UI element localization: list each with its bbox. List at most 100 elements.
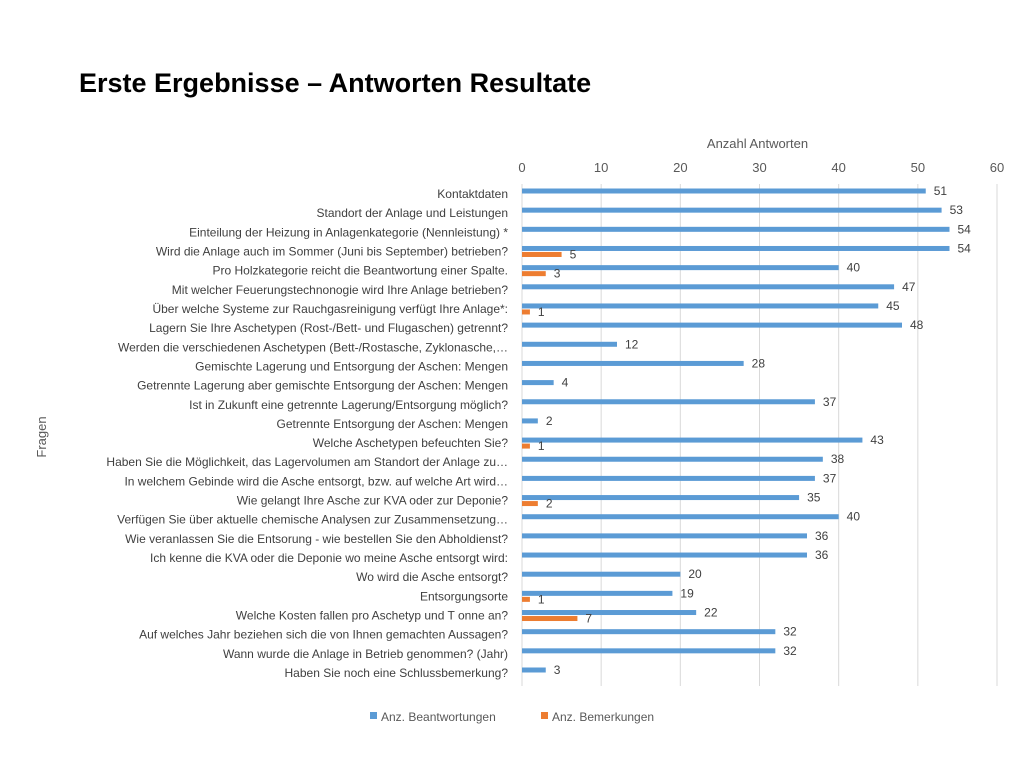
category-label: Welche Aschetypen befeuchten Sie? bbox=[313, 436, 509, 450]
data-label: 47 bbox=[902, 280, 916, 294]
data-label: 45 bbox=[886, 299, 900, 313]
bar-beantwortungen bbox=[522, 552, 807, 558]
category-label: Haben Sie die Möglichkeit, das Lagervolu… bbox=[106, 455, 508, 469]
slide-title: Erste Ergebnisse – Antworten Resultate bbox=[79, 68, 592, 98]
data-label: 53 bbox=[950, 203, 964, 217]
category-label: Gemischte Lagerung und Entsorgung der As… bbox=[195, 359, 508, 373]
data-label: 2 bbox=[546, 414, 553, 428]
bar-bemerkungen bbox=[522, 596, 530, 602]
data-label: 38 bbox=[831, 452, 845, 466]
bar-beantwortungen bbox=[522, 380, 554, 386]
bar-beantwortungen bbox=[522, 188, 926, 194]
data-label: 19 bbox=[680, 586, 694, 600]
bar-beantwortungen bbox=[522, 495, 800, 501]
bar-bemerkungen bbox=[522, 501, 538, 507]
legend-label: Anz. Bemerkungen bbox=[552, 710, 654, 724]
bars bbox=[522, 188, 950, 673]
category-label: Getrennte Lagerung aber gemischte Entsor… bbox=[137, 379, 508, 393]
bar-beantwortungen bbox=[522, 667, 546, 673]
bar-beantwortungen bbox=[522, 629, 776, 635]
bar-beantwortungen bbox=[522, 475, 815, 481]
data-label: 43 bbox=[870, 433, 884, 447]
bar-beantwortungen bbox=[522, 610, 697, 616]
category-label: Mit welcher Feuerungstechnonogie wird Ih… bbox=[172, 283, 509, 297]
data-label: 20 bbox=[688, 567, 702, 581]
category-label: Kontaktdaten bbox=[437, 187, 508, 201]
x-tick-label: 10 bbox=[594, 160, 608, 175]
category-label: Ist in Zukunft eine getrennte Lagerung/E… bbox=[189, 398, 508, 412]
x-axis-tick-labels: 0 10 20 30 40 50 60 bbox=[518, 160, 1004, 175]
data-label: 5 bbox=[570, 247, 577, 261]
bar-beantwortungen bbox=[522, 265, 839, 271]
data-label: 32 bbox=[783, 625, 797, 639]
bar-beantwortungen bbox=[522, 571, 681, 577]
category-label: Haben Sie noch eine Schlussbemerkung? bbox=[285, 666, 509, 680]
bar-beantwortungen bbox=[522, 418, 538, 424]
bar-bemerkungen bbox=[522, 251, 562, 257]
category-label: Standort der Anlage und Leistungen bbox=[317, 206, 508, 220]
bar-beantwortungen bbox=[522, 284, 895, 290]
bar-beantwortungen bbox=[522, 437, 863, 443]
y-axis-title: Fragen bbox=[34, 416, 49, 457]
category-labels: Kontaktdaten Standort der Anlage und Leis… bbox=[106, 187, 508, 680]
data-label: 1 bbox=[538, 305, 545, 319]
category-label: Entsorgungsorte bbox=[420, 589, 508, 603]
bar-beantwortungen bbox=[522, 207, 942, 213]
data-label: 51 bbox=[934, 184, 948, 198]
data-label: 36 bbox=[815, 548, 829, 562]
x-tick-label: 30 bbox=[752, 160, 766, 175]
data-label: 4 bbox=[562, 376, 569, 390]
data-label: 54 bbox=[958, 241, 972, 255]
x-tick-label: 60 bbox=[990, 160, 1004, 175]
category-label: Wann wurde die Anlage in Betrieb genomme… bbox=[223, 647, 508, 661]
x-tick-label: 0 bbox=[518, 160, 525, 175]
category-label: Welche Kosten fallen pro Aschetyp und T … bbox=[236, 609, 509, 623]
data-label: 28 bbox=[752, 356, 766, 370]
category-label: Wo wird die Asche entsorgt? bbox=[356, 570, 508, 584]
bar-beantwortungen bbox=[522, 303, 879, 309]
legend-swatch bbox=[370, 712, 377, 719]
data-label: 2 bbox=[546, 497, 553, 511]
category-label: Wie veranlassen Sie die Entsorung - wie … bbox=[125, 532, 508, 546]
data-label: 1 bbox=[538, 439, 545, 453]
data-label: 7 bbox=[585, 612, 592, 626]
data-label: 40 bbox=[847, 510, 861, 524]
bar-beantwortungen bbox=[522, 322, 902, 328]
category-label: Einteilung der Heizung in Anlagenkategor… bbox=[189, 225, 508, 239]
data-labels: 5153545440474548122843724338373540363620… bbox=[538, 184, 971, 677]
data-label: 36 bbox=[815, 529, 829, 543]
data-label: 35 bbox=[807, 491, 821, 505]
bar-beantwortungen bbox=[522, 341, 617, 347]
x-tick-label: 40 bbox=[831, 160, 845, 175]
data-label: 3 bbox=[554, 267, 561, 281]
category-label: Lagern Sie Ihre Aschetypen (Rost-/Bett- … bbox=[149, 321, 508, 335]
bar-beantwortungen bbox=[522, 590, 673, 596]
bar-beantwortungen bbox=[522, 514, 839, 520]
bar-beantwortungen bbox=[522, 456, 823, 462]
legend: Anz. Beantwortungen Anz. Bemerkungen bbox=[370, 710, 654, 724]
x-tick-label: 50 bbox=[911, 160, 925, 175]
data-label: 40 bbox=[847, 261, 861, 275]
x-axis-title: Anzahl Antworten bbox=[707, 136, 808, 151]
bar-beantwortungen bbox=[522, 648, 776, 654]
data-label: 37 bbox=[823, 395, 837, 409]
bar-bemerkungen bbox=[522, 271, 546, 277]
data-label: 48 bbox=[910, 318, 924, 332]
data-label: 37 bbox=[823, 471, 837, 485]
category-label: Getrennte Entsorgung der Aschen: Mengen bbox=[277, 417, 509, 431]
category-label: Ich kenne die KVA oder die Deponie wo me… bbox=[150, 551, 508, 565]
legend-label: Anz. Beantwortungen bbox=[381, 710, 496, 724]
category-label: Pro Holzkategorie reicht die Beantwortun… bbox=[213, 264, 509, 278]
category-label: Wie gelangt Ihre Asche zur KVA oder zur … bbox=[237, 494, 509, 508]
bar-beantwortungen bbox=[522, 360, 744, 366]
data-label: 32 bbox=[783, 644, 797, 658]
legend-swatch bbox=[541, 712, 548, 719]
bar-bemerkungen bbox=[522, 616, 578, 622]
category-label: Wird die Anlage auch im Sommer (Juni bis… bbox=[156, 244, 508, 258]
category-label: Über welche Systeme zur Rauchgasreinigun… bbox=[152, 302, 508, 316]
bar-beantwortungen bbox=[522, 226, 950, 232]
bar-beantwortungen bbox=[522, 245, 950, 251]
data-label: 3 bbox=[554, 663, 561, 677]
bar-bemerkungen bbox=[522, 443, 530, 449]
